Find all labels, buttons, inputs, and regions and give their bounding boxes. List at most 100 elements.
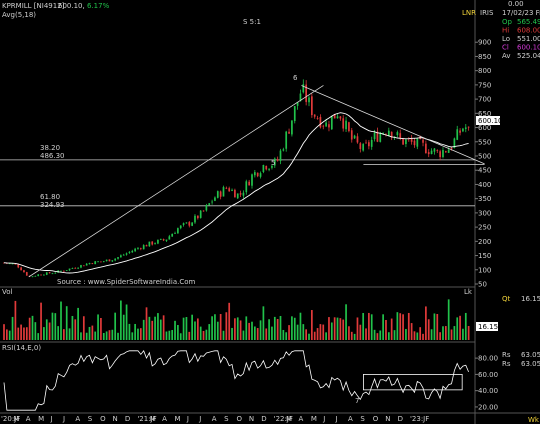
- time-tick-label: O: [236, 415, 242, 423]
- volume-bar: [185, 317, 188, 340]
- volume-bar: [77, 307, 79, 340]
- candle-body: [350, 130, 353, 140]
- volume-bar: [231, 327, 233, 340]
- volume-bar: [256, 328, 259, 340]
- candle-body: [464, 127, 467, 129]
- candle-body: [228, 188, 231, 192]
- peak-annotation: 6: [293, 74, 298, 82]
- ohlc-key: Hi: [502, 27, 509, 35]
- volume-bar: [330, 322, 333, 340]
- candle-body: [142, 245, 145, 250]
- ohlc-key: Op: [502, 18, 513, 26]
- time-tick-label: D: [261, 415, 266, 423]
- candle-body: [25, 272, 28, 276]
- volume-bar: [188, 331, 191, 340]
- ohlc-value: 600.10: [517, 44, 540, 52]
- candle-body: [273, 158, 276, 166]
- time-tick-label: '21:JF: [137, 415, 156, 423]
- volume-bar: [148, 316, 151, 340]
- volume-bar: [365, 328, 367, 340]
- volume-bar: [214, 314, 216, 340]
- volume-bar: [142, 319, 145, 340]
- candle-body: [168, 236, 171, 240]
- volume-bar: [134, 323, 136, 340]
- candle-body: [302, 84, 305, 93]
- candle-body: [379, 133, 382, 142]
- volume-bar: [128, 323, 131, 340]
- time-tick-label: M: [175, 415, 181, 423]
- candle-body: [205, 205, 208, 211]
- volume-bar: [279, 315, 282, 340]
- volume-bar: [219, 314, 222, 340]
- price-tick-label: 300: [478, 209, 491, 217]
- candle-body: [453, 138, 456, 148]
- time-tick-label: A: [212, 415, 217, 423]
- volume-bar: [154, 316, 156, 340]
- time-tick-label: N: [249, 415, 254, 423]
- volume-bar: [37, 333, 40, 340]
- volume-bar: [379, 330, 382, 340]
- candle-body: [191, 222, 193, 226]
- volume-bar: [74, 319, 77, 340]
- volume-pane: [3, 299, 470, 340]
- candle-body: [362, 144, 365, 151]
- time-tick-label: M: [286, 415, 292, 423]
- volume-bar: [456, 317, 459, 340]
- volume-bar: [94, 331, 97, 340]
- candle-body: [291, 120, 293, 135]
- ohlc-key: Av: [502, 52, 511, 60]
- time-tick-label: J: [335, 415, 338, 423]
- volume-bar: [444, 326, 447, 340]
- rsi-rs-value-1: 63.05: [521, 351, 540, 359]
- volume-bar: [345, 304, 347, 340]
- volume-bar: [111, 329, 114, 340]
- candle-body: [330, 115, 333, 130]
- candle-body: [94, 261, 97, 265]
- candle-body: [433, 148, 436, 152]
- volume-bar: [28, 317, 31, 340]
- candle-body: [256, 172, 259, 177]
- candle-body: [102, 261, 105, 263]
- volume-bar: [419, 327, 422, 340]
- price-tag: 600.10: [478, 117, 503, 125]
- price-tick-label: 250: [478, 224, 491, 232]
- volume-bar: [191, 314, 193, 340]
- volume-bar: [299, 312, 302, 340]
- fib-38-pct: 38.20: [40, 144, 60, 152]
- rsi-rs-label-1: Rs: [502, 351, 511, 359]
- price-tag-box: [476, 116, 500, 125]
- volume-bar: [177, 324, 179, 340]
- volume-bar: [196, 318, 199, 340]
- volume-bar: [453, 326, 456, 340]
- volume-bar: [405, 328, 407, 340]
- volume-bar: [25, 327, 28, 340]
- price-tick-label: 550: [478, 138, 491, 146]
- volume-bar: [271, 326, 273, 340]
- candle-body: [157, 239, 159, 244]
- candle-body: [325, 122, 327, 127]
- ohlc-panel: Op 565.49 Hi 608.00 Lo 551.00 Cl 600.10 Av 525.04: [502, 18, 540, 60]
- candle-body: [188, 222, 191, 226]
- candle-body: [368, 142, 370, 147]
- volume-unit: Lk: [464, 288, 473, 296]
- candle-body: [359, 143, 362, 149]
- candle-body: [185, 222, 188, 224]
- candle-body: [293, 106, 296, 122]
- time-tick-label: A: [162, 415, 167, 423]
- volume-tag-box: [476, 322, 498, 331]
- volume-bar: [396, 312, 399, 340]
- candle-body: [80, 265, 82, 268]
- price-tick-label: 700: [478, 96, 491, 104]
- volume-bar: [359, 324, 362, 340]
- candle-body: [245, 181, 248, 193]
- volume-bar: [322, 324, 325, 340]
- time-tick-label: M: [150, 415, 156, 423]
- volume-bar: [462, 328, 464, 340]
- candle-body: [51, 273, 54, 275]
- volume-bar: [239, 320, 242, 340]
- time-tick-label: '23:JF: [410, 415, 429, 423]
- candle-body: [436, 149, 439, 151]
- candle-body: [348, 122, 350, 132]
- volume-bar: [376, 333, 379, 340]
